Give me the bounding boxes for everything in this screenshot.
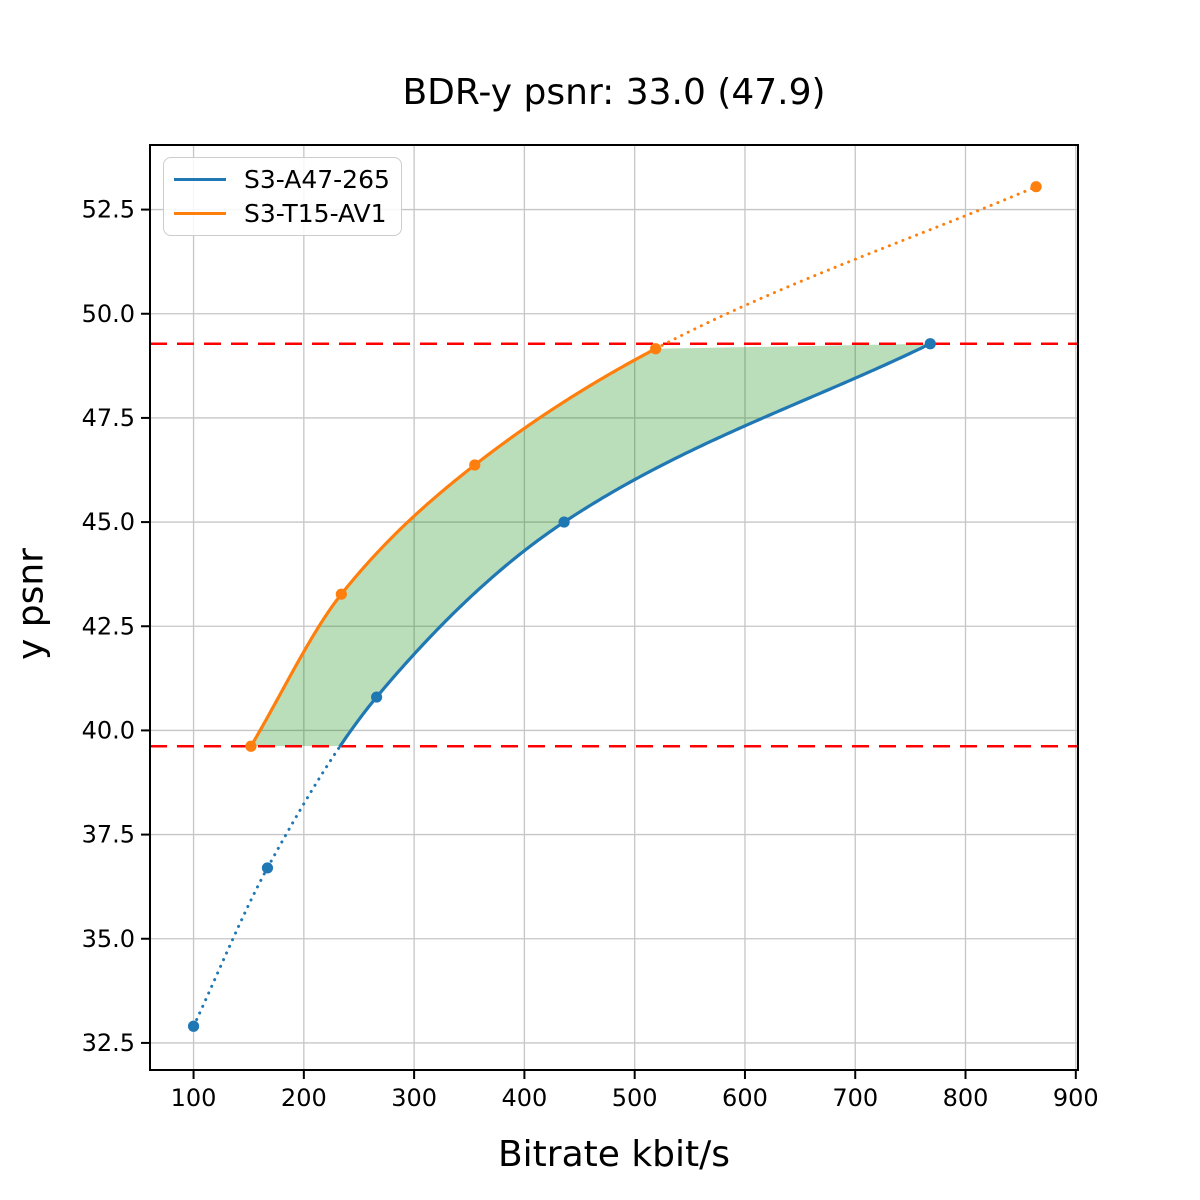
rd-curve-solid	[338, 342, 932, 748]
x-axis-label: Bitrate kbit/s	[497, 1134, 731, 1175]
y-tick-label: 37.5	[82, 821, 135, 849]
x-tick-label: 600	[722, 1084, 768, 1112]
data-point-marker	[187, 1020, 200, 1032]
y-axis-label: y psnr	[10, 548, 52, 660]
legend-label: S3-T15-AV1	[244, 199, 387, 228]
plot-border	[149, 144, 1079, 1071]
data-point-marker	[261, 862, 274, 874]
rd-curve-dotted	[654, 185, 1038, 351]
legend-line-sample-icon	[174, 178, 226, 181]
legend-line-sample-icon	[174, 212, 226, 215]
x-tick-label: 700	[832, 1084, 878, 1112]
x-tick-label: 900	[1053, 1084, 1099, 1112]
bd-overlap-region	[250, 343, 931, 747]
legend-entry-s3-a47-265: S3-A47-265	[174, 167, 401, 192]
rd-curve-dotted	[192, 744, 342, 1028]
x-tick-label: 500	[612, 1084, 658, 1112]
x-tick-label: 200	[281, 1084, 327, 1112]
chart-title: BDR-y psnr: 33.0 (47.9)	[402, 72, 826, 113]
data-point-marker	[558, 516, 570, 528]
y-tick-label: 50.0	[82, 300, 135, 328]
y-tick-label: 52.5	[82, 196, 135, 224]
y-tick-label: 40.0	[82, 716, 135, 744]
legend-label: S3-A47-265	[244, 165, 390, 194]
x-tick-label: 100	[171, 1084, 217, 1112]
y-tick-label: 47.5	[82, 404, 135, 432]
data-point-marker	[1030, 181, 1042, 193]
rd-curve-solid	[249, 347, 658, 748]
x-tick-label: 800	[943, 1084, 989, 1112]
legend-entry-s3-t15-av1: S3-T15-AV1	[174, 201, 401, 226]
data-point-marker	[245, 740, 257, 752]
y-tick-label: 42.5	[82, 612, 135, 640]
data-point-marker	[650, 343, 662, 355]
data-point-marker	[371, 691, 383, 703]
legend-box: S3-A47-265 S3-T15-AV1	[163, 157, 402, 236]
y-tick-label: 45.0	[82, 508, 135, 536]
data-point-marker	[469, 459, 481, 471]
data-point-marker	[924, 338, 936, 350]
x-tick-label: 300	[391, 1084, 437, 1112]
y-tick-label: 35.0	[82, 925, 135, 953]
data-point-marker	[335, 588, 347, 600]
y-tick-label: 32.5	[82, 1029, 135, 1057]
x-tick-label: 400	[501, 1084, 547, 1112]
